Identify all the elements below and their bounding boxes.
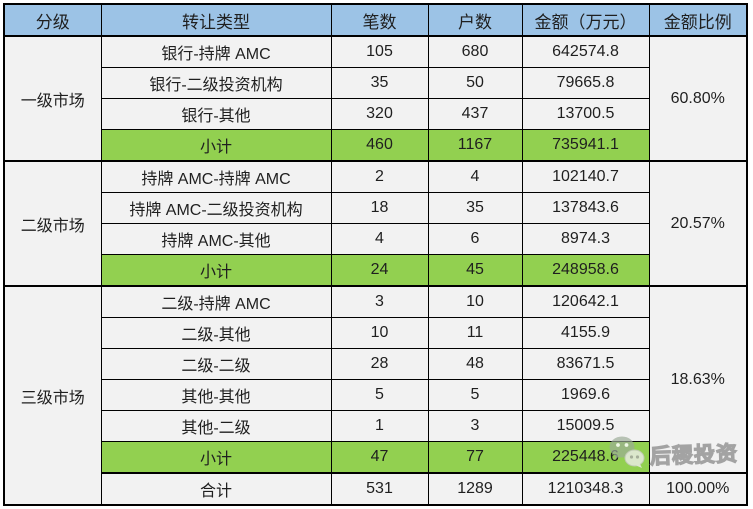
subtotal-row-secondary: 小计 24 45 248958.6: [4, 254, 747, 287]
amount-cell: 15009.5: [521, 410, 650, 442]
table-row: 银行-二级投资机构 35 50 79665.8: [4, 67, 747, 99]
count-cell: 18: [330, 192, 429, 224]
households-cell: 6: [427, 223, 523, 255]
households-cell: 5: [427, 379, 523, 411]
count-cell: 10: [330, 317, 429, 349]
amount-cell: 642574.8: [521, 35, 650, 68]
subtotal-households: 45: [427, 254, 523, 287]
subtotal-amount: 248958.6: [521, 254, 650, 287]
table-row: 持牌 AMC-其他 4 6 8974.3: [4, 223, 747, 255]
subtotal-label: 小计: [100, 129, 332, 162]
count-cell: 320: [330, 98, 429, 130]
subtotal-label: 小计: [100, 441, 332, 474]
header-row: 分级 转让类型 笔数 户数 金额（万元） 金额比例: [3, 3, 748, 37]
amount-cell: 79665.8: [521, 67, 650, 99]
ratio-cell-secondary: 20.57%: [648, 160, 748, 287]
households-cell: 35: [427, 192, 523, 224]
subtotal-row-tertiary: 小计 47 77 225448.6: [4, 441, 747, 474]
households-cell: 437: [427, 98, 523, 130]
level-cell-secondary: 二级市场: [3, 160, 102, 287]
type-cell: 二级-二级: [100, 348, 332, 380]
ratio-cell-tertiary: 18.63%: [648, 285, 748, 474]
table-row: 银行-其他 320 437 13700.5: [4, 98, 747, 130]
table-row: 二级-其他 10 11 4155.9: [4, 317, 747, 349]
count-cell: 105: [330, 35, 429, 68]
table-row: 其他-其他 5 5 1969.6: [4, 379, 747, 411]
households-cell: 50: [427, 67, 523, 99]
total-label: 合计: [100, 472, 332, 506]
table-row: 一级市场 银行-持牌 AMC 105 680 642574.8 60.80%: [3, 35, 748, 162]
count-cell: 1: [330, 410, 429, 442]
type-cell: 二级-持牌 AMC: [100, 285, 332, 318]
total-ratio: 100.00%: [648, 472, 748, 506]
count-cell: 5: [330, 379, 429, 411]
level-cell-primary: 一级市场: [3, 35, 102, 162]
total-amount: 1210348.3: [521, 472, 650, 506]
households-cell: 48: [427, 348, 523, 380]
total-row: 合计 531 1289 1210348.3 100.00%: [4, 472, 748, 506]
header-amount: 金额（万元）: [521, 3, 650, 37]
subtotal-households: 77: [427, 441, 523, 474]
subtotal-amount: 735941.1: [521, 129, 650, 162]
header-level: 分级: [3, 3, 102, 37]
amount-cell: 137843.6: [521, 192, 650, 224]
type-cell: 银行-持牌 AMC: [100, 35, 332, 68]
subtotal-households: 1167: [427, 129, 523, 162]
table-row: 二级-二级 28 48 83671.5: [4, 348, 747, 380]
households-cell: 10: [427, 285, 523, 318]
subtotal-amount: 225448.6: [521, 441, 650, 474]
header-type: 转让类型: [100, 3, 332, 37]
households-cell: 680: [427, 35, 523, 68]
households-cell: 11: [427, 317, 523, 349]
subtotal-label: 小计: [100, 254, 332, 287]
type-cell: 其他-其他: [100, 379, 332, 411]
count-cell: 4: [330, 223, 429, 255]
households-cell: 4: [427, 160, 523, 193]
table-row: 持牌 AMC-二级投资机构 18 35 137843.6: [4, 192, 747, 224]
subtotal-row-primary: 小计 460 1167 735941.1: [4, 129, 747, 162]
type-cell: 银行-二级投资机构: [100, 67, 332, 99]
amount-cell: 1969.6: [521, 379, 650, 411]
count-cell: 3: [330, 285, 429, 318]
header-count: 笔数: [330, 3, 429, 37]
type-cell: 银行-其他: [100, 98, 332, 130]
type-cell: 持牌 AMC-二级投资机构: [100, 192, 332, 224]
total-count: 531: [330, 472, 429, 506]
header-households: 户数: [427, 3, 523, 37]
subtotal-count: 24: [330, 254, 429, 287]
count-cell: 28: [330, 348, 429, 380]
amount-cell: 83671.5: [521, 348, 650, 380]
type-cell: 持牌 AMC-其他: [100, 223, 332, 255]
npl-transfer-table: 分级 转让类型 笔数 户数 金额（万元） 金额比例 一级市场 银行-持牌 AMC…: [3, 3, 748, 506]
type-cell: 二级-其他: [100, 317, 332, 349]
subtotal-count: 47: [330, 441, 429, 474]
table-row: 二级市场 持牌 AMC-持牌 AMC 2 4 102140.7 20.57%: [3, 160, 748, 287]
type-cell: 持牌 AMC-持牌 AMC: [100, 160, 332, 193]
households-cell: 3: [427, 410, 523, 442]
ratio-cell-primary: 60.80%: [648, 35, 748, 162]
amount-cell: 13700.5: [521, 98, 650, 130]
amount-cell: 4155.9: [521, 317, 650, 349]
amount-cell: 102140.7: [521, 160, 650, 193]
table-row: 其他-二级 1 3 15009.5: [4, 410, 747, 442]
level-cell-tertiary: 三级市场: [3, 285, 102, 506]
total-households: 1289: [427, 472, 523, 506]
amount-cell: 8974.3: [521, 223, 650, 255]
type-cell: 其他-二级: [100, 410, 332, 442]
table-row: 三级市场 二级-持牌 AMC 3 10 120642.1 18.63%: [3, 285, 748, 506]
subtotal-count: 460: [330, 129, 429, 162]
amount-cell: 120642.1: [521, 285, 650, 318]
count-cell: 35: [330, 67, 429, 99]
header-ratio: 金额比例: [648, 3, 748, 37]
count-cell: 2: [330, 160, 429, 193]
